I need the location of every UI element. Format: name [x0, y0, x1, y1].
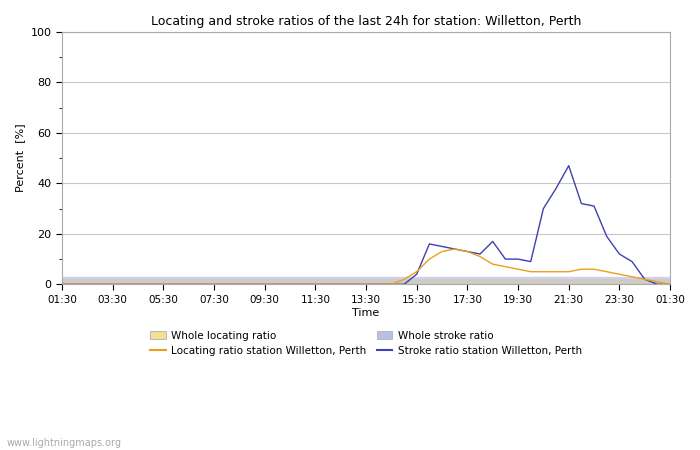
Y-axis label: Percent  [%]: Percent [%] [15, 124, 25, 193]
Legend: Whole locating ratio, Locating ratio station Willetton, Perth, Whole stroke rati: Whole locating ratio, Locating ratio sta… [146, 326, 586, 360]
Text: www.lightningmaps.org: www.lightningmaps.org [7, 438, 122, 448]
Title: Locating and stroke ratios of the last 24h for station: Willetton, Perth: Locating and stroke ratios of the last 2… [150, 15, 581, 28]
X-axis label: Time: Time [352, 307, 379, 318]
